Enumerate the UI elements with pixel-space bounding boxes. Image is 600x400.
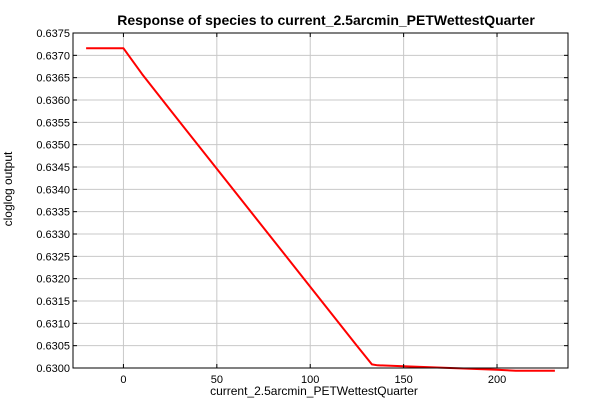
tick-layer: 0 50 100 150 200 0.6300 0.6305 0.6310 0.6315 0.63… [36,28,568,386]
y-axis-label: cloglog output [1,151,15,226]
y-tick-label: 0.6360 [36,95,70,107]
y-tick-label: 0.6335 [36,207,70,219]
y-tick-label: 0.6355 [36,117,70,129]
y-tick-label: 0.6300 [36,363,70,375]
line-layer [86,47,555,372]
x-tick-label: 100 [301,374,319,386]
x-tick-label: 50 [211,374,223,386]
y-tick-label: 0.6340 [36,184,70,196]
y-tick-label: 0.6325 [36,251,70,263]
y-tick-label: 0.6345 [36,162,70,174]
response-line [86,47,555,372]
y-tick-label: 0.6370 [36,50,70,62]
y-tick-label: 0.6320 [36,274,70,286]
grid-layer [73,32,568,369]
x-axis-label: current_2.5arcmin_PETWettestQuarter [210,384,418,398]
y-tick-label: 0.6350 [36,140,70,152]
y-tick-label: 0.6365 [36,73,70,85]
y-tick-label: 0.6375 [36,28,70,40]
chart-title: Response of species to current_2.5arcmin… [117,12,535,28]
x-tick-label: 0 [120,374,126,386]
x-tick-label: 150 [394,374,412,386]
y-tick-label: 0.6310 [36,318,70,330]
x-tick-label: 200 [488,374,506,386]
y-tick-label: 0.6315 [36,296,70,308]
plot-frame [72,32,569,369]
y-tick-label: 0.6330 [36,229,70,241]
y-tick-label: 0.6305 [36,341,70,353]
